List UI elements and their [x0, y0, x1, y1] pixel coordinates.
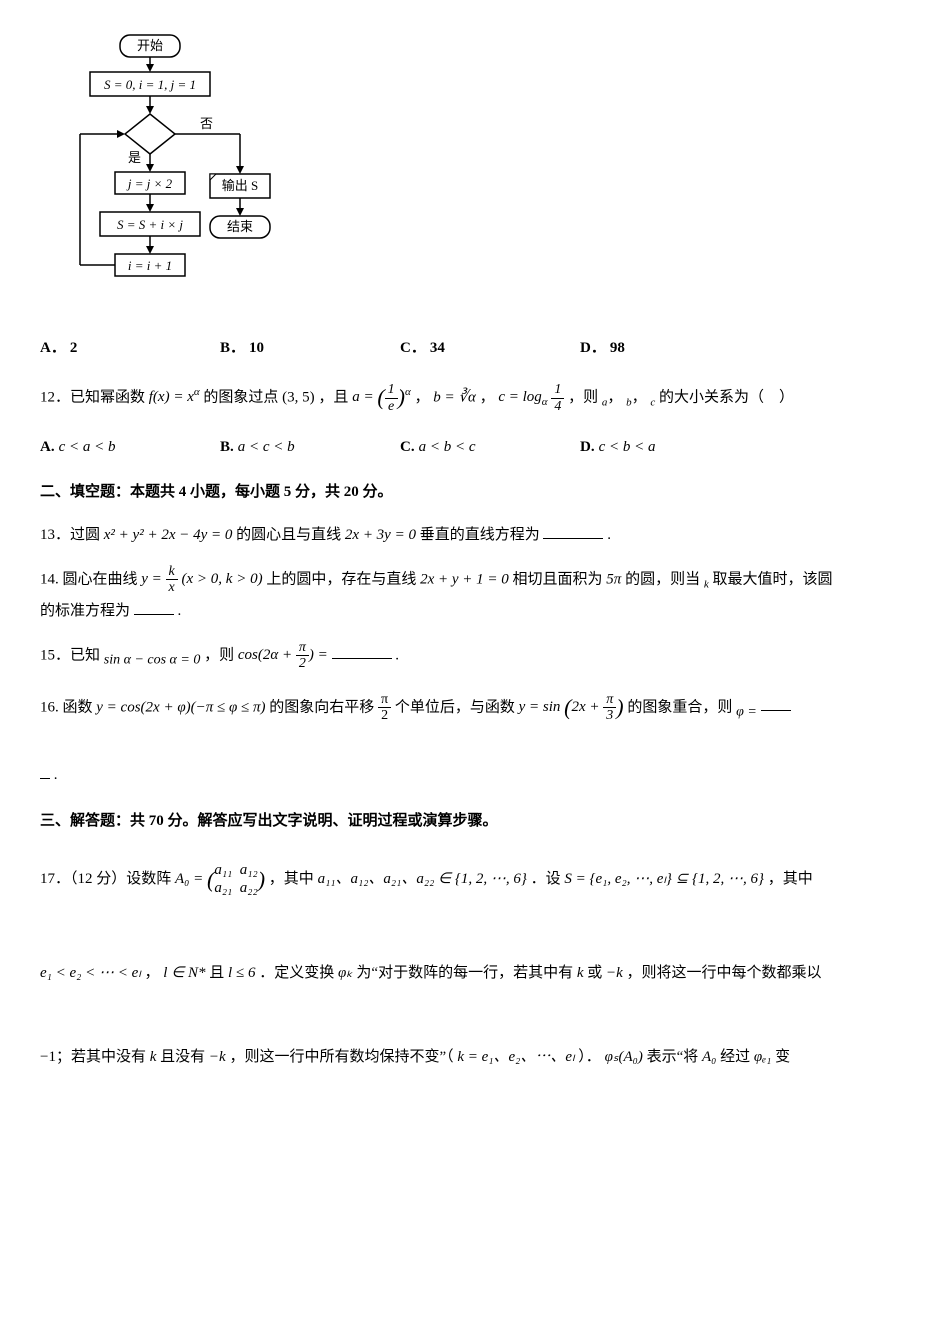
svg-text:S = S + i × j: S = S + i × j [117, 217, 183, 232]
q12-s2: 的图象过点 [203, 389, 278, 405]
q15: 15．已知 sin α − cos α = 0 ，则 cos(2α + π2) … [40, 640, 910, 672]
q13: 13．过圆 x² + y² + 2x − 4y = 0 的圆心且与直线 2x +… [40, 520, 910, 550]
svg-text:输出 S: 输出 S [222, 178, 258, 193]
opt-b-val: 10 [249, 335, 264, 362]
q12-fx: f(x) = xα [149, 389, 200, 405]
q12-pt: (3, 5) [282, 389, 315, 405]
q12-aeq: a = (1e)α [352, 389, 411, 405]
svg-text:S = 0, i = 1, j = 1: S = 0, i = 1, j = 1 [104, 77, 196, 92]
flow-start: 开始 [137, 38, 163, 53]
q14-blank [134, 599, 174, 615]
svg-text:结束: 结束 [227, 219, 253, 234]
opt-b-label: B． [220, 335, 245, 362]
opt-a-label: A． [40, 335, 66, 362]
q16: 16. 函数 y = cos(2x + φ)(−π ≤ φ ≤ π) 的图象向右… [40, 686, 910, 790]
opt-a-val: 2 [70, 335, 78, 362]
opt-c-val: 34 [430, 335, 445, 362]
section-2-heading: 二、填空题：本题共 4 小题，每小题 5 分，共 20 分。 [40, 479, 910, 506]
q12-s4: ，则 [568, 389, 598, 405]
q12-ceq: c = logα 14 [498, 389, 564, 405]
q12-pre: 12．已知幂函数 [40, 389, 145, 405]
q15-blank [332, 643, 392, 659]
q14: 14. 圆心在曲线 y = kx (x > 0, k > 0) 上的圆中，存在与… [40, 564, 910, 626]
opt-d-val: 98 [610, 335, 625, 362]
flowchart-svg: 开始 S = 0, i = 1, j = 1 否 输出 S 结束 是 j = j… [60, 30, 320, 310]
q12: 12．已知幂函数 f(x) = xα 的图象过点 (3, 5) ，且 a = (… [40, 376, 910, 420]
svg-text:否: 否 [200, 116, 213, 131]
q13-blank [543, 523, 603, 539]
q12-s3: ，且 [318, 389, 348, 405]
svg-text:是: 是 [128, 150, 141, 165]
svg-text:j = j × 2: j = j × 2 [126, 176, 173, 191]
q17: 17．（12 分）设数阵 A₀ = (a₁₁ a₁₂a₂₁ a₂₂) ，其中 a… [40, 849, 910, 1079]
svg-text:i = i + 1: i = i + 1 [128, 258, 172, 273]
opt-d-label: D． [580, 335, 606, 362]
q11-options: A． 2 B． 10 C． 34 D． 98 [40, 335, 910, 362]
q12-beq: b = ∛α [433, 389, 476, 405]
opt-c-label: C． [400, 335, 426, 362]
q16-blank [761, 695, 791, 711]
q12-s5: 的大小关系为（ ） [659, 389, 794, 405]
flowchart: 开始 S = 0, i = 1, j = 1 否 输出 S 结束 是 j = j… [60, 30, 910, 320]
q12-options: A. c < a < b B. a < c < b C. a < b < c D… [40, 434, 910, 461]
section-3-heading: 三、解答题：共 70 分。解答应写出文字说明、证明过程或演算步骤。 [40, 808, 910, 835]
